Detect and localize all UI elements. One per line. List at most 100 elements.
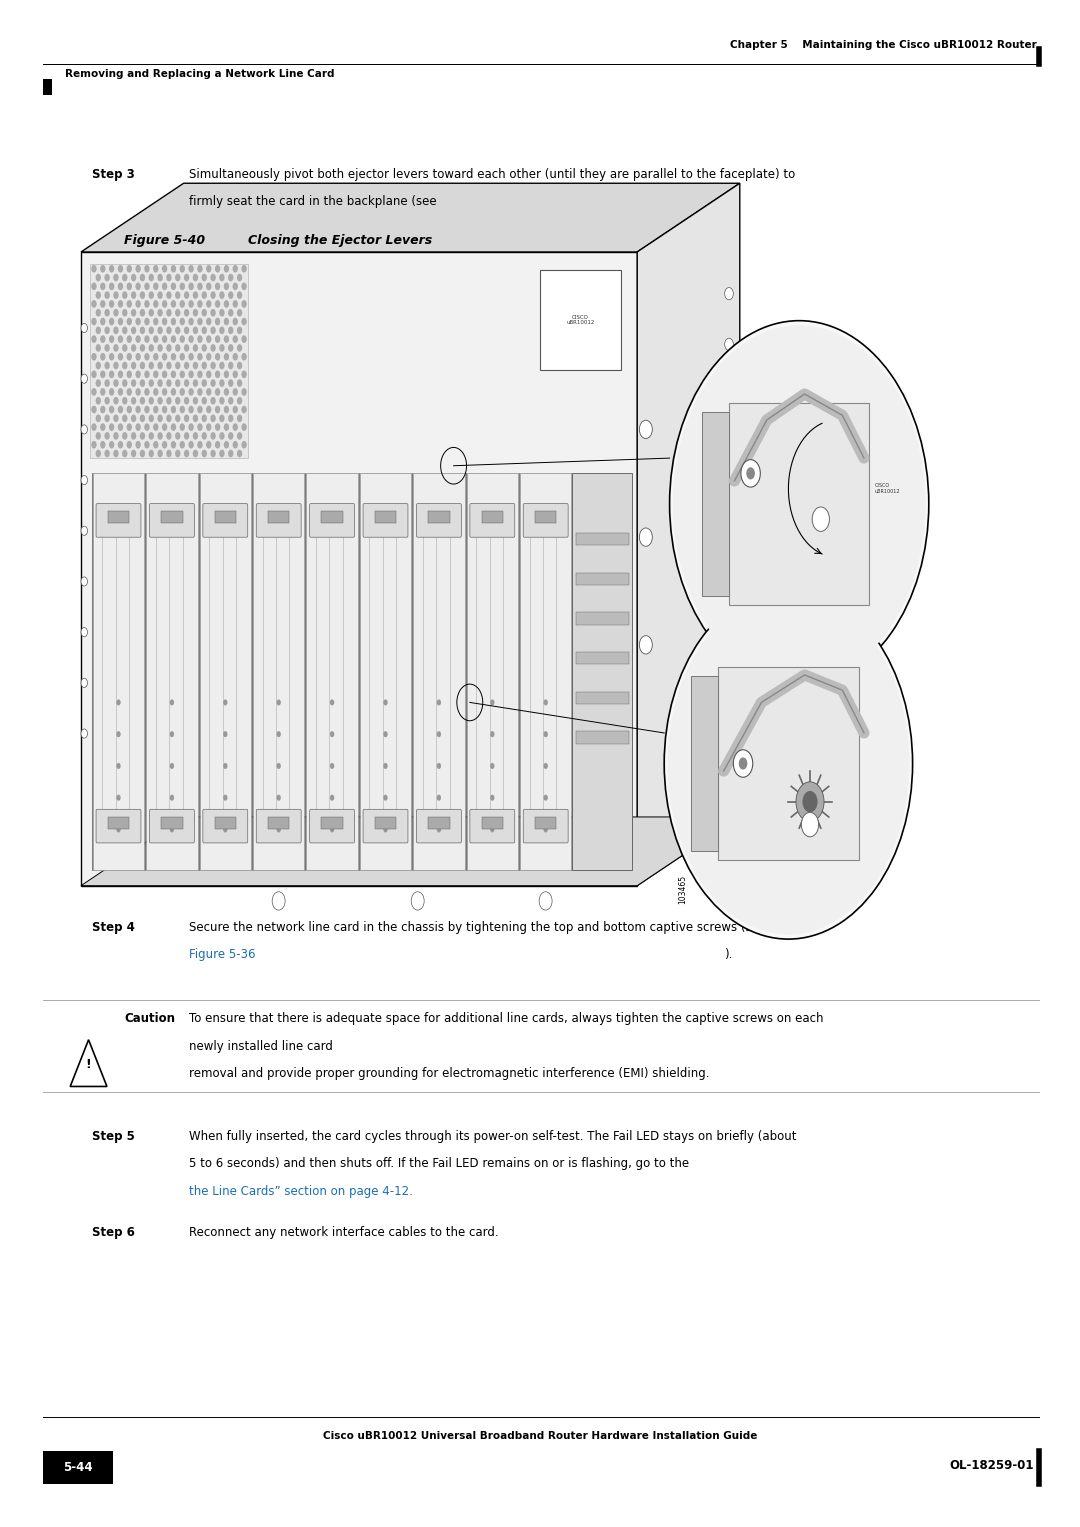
Bar: [360, 473, 411, 870]
Circle shape: [228, 327, 233, 334]
Circle shape: [117, 731, 121, 738]
Circle shape: [153, 301, 159, 308]
Circle shape: [192, 273, 198, 281]
Circle shape: [725, 339, 733, 350]
Text: Step 6: Step 6: [92, 1226, 135, 1240]
FancyBboxPatch shape: [417, 809, 461, 843]
Circle shape: [232, 336, 238, 344]
Circle shape: [145, 441, 150, 449]
Circle shape: [126, 353, 132, 360]
Circle shape: [162, 336, 167, 344]
Circle shape: [139, 379, 145, 386]
Circle shape: [198, 423, 203, 431]
Circle shape: [126, 282, 132, 290]
Circle shape: [170, 699, 174, 705]
Circle shape: [100, 371, 106, 379]
Circle shape: [175, 273, 180, 281]
Circle shape: [153, 266, 159, 273]
Circle shape: [95, 292, 102, 299]
Circle shape: [276, 699, 281, 705]
Circle shape: [232, 353, 238, 360]
Circle shape: [175, 292, 180, 299]
Circle shape: [131, 362, 136, 370]
Text: 103465: 103465: [678, 875, 687, 904]
Circle shape: [171, 318, 176, 325]
Circle shape: [219, 362, 225, 370]
Circle shape: [105, 414, 110, 421]
Circle shape: [100, 266, 106, 273]
Bar: [93, 473, 144, 870]
Circle shape: [122, 292, 127, 299]
Circle shape: [113, 432, 119, 440]
Circle shape: [228, 362, 233, 370]
Circle shape: [91, 388, 97, 395]
Circle shape: [153, 353, 159, 360]
Circle shape: [411, 892, 424, 910]
Circle shape: [81, 374, 87, 383]
Circle shape: [211, 273, 216, 281]
FancyBboxPatch shape: [470, 504, 515, 538]
Circle shape: [184, 449, 189, 458]
Circle shape: [100, 301, 106, 308]
Circle shape: [237, 397, 242, 405]
Circle shape: [117, 826, 121, 832]
Circle shape: [202, 292, 207, 299]
Bar: [718, 667, 859, 860]
Circle shape: [113, 449, 119, 458]
Circle shape: [117, 699, 121, 705]
Text: Step 3: Step 3: [92, 168, 135, 182]
Bar: [576, 612, 629, 625]
Circle shape: [192, 362, 198, 370]
Circle shape: [228, 414, 233, 421]
Circle shape: [224, 318, 229, 325]
Circle shape: [198, 353, 203, 360]
Circle shape: [224, 406, 229, 414]
Circle shape: [158, 308, 163, 316]
Circle shape: [192, 327, 198, 334]
Bar: [322, 817, 342, 829]
Circle shape: [184, 362, 189, 370]
Circle shape: [211, 344, 216, 351]
Circle shape: [175, 432, 180, 440]
Bar: [161, 817, 183, 829]
Circle shape: [171, 441, 176, 449]
Circle shape: [166, 308, 172, 316]
Circle shape: [237, 379, 242, 386]
Circle shape: [202, 327, 207, 334]
Circle shape: [733, 750, 753, 777]
Circle shape: [131, 432, 136, 440]
Circle shape: [166, 414, 172, 421]
Circle shape: [179, 318, 185, 325]
Circle shape: [211, 414, 216, 421]
Circle shape: [135, 336, 140, 344]
Circle shape: [192, 308, 198, 316]
Circle shape: [118, 371, 123, 379]
Circle shape: [276, 794, 281, 800]
Circle shape: [145, 423, 150, 431]
Circle shape: [228, 432, 233, 440]
Bar: [576, 692, 629, 704]
Circle shape: [224, 699, 228, 705]
Text: firmly seat the card in the backplane (see: firmly seat the card in the backplane (s…: [189, 195, 441, 209]
Circle shape: [219, 292, 225, 299]
Circle shape: [170, 764, 174, 770]
Circle shape: [206, 423, 212, 431]
Circle shape: [215, 441, 220, 449]
Circle shape: [202, 362, 207, 370]
Circle shape: [171, 301, 176, 308]
Circle shape: [175, 379, 180, 386]
Bar: [108, 512, 130, 524]
Circle shape: [170, 794, 174, 800]
Text: newly installed line card: newly installed line card: [189, 1040, 337, 1054]
Bar: [576, 533, 629, 545]
Circle shape: [95, 397, 102, 405]
Circle shape: [639, 420, 652, 438]
Circle shape: [105, 379, 110, 386]
Circle shape: [162, 282, 167, 290]
Circle shape: [237, 362, 242, 370]
Circle shape: [179, 406, 185, 414]
Circle shape: [162, 266, 167, 273]
Circle shape: [192, 292, 198, 299]
Circle shape: [158, 362, 163, 370]
Circle shape: [126, 441, 132, 449]
